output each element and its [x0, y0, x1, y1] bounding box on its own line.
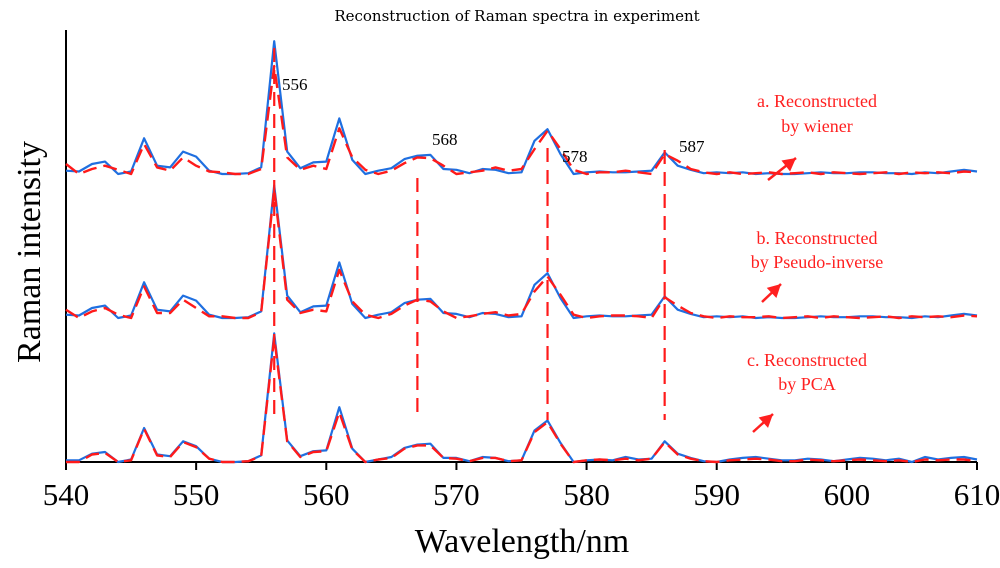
peak-lines: 556 568 578 587: [273, 48, 705, 420]
y-axis-label: Raman intensity: [11, 141, 48, 363]
arrow-head-icon: [758, 414, 773, 428]
annotations: a. Reconstructed by wiener b. Reconstructe…: [747, 91, 883, 433]
arrow-head-icon: [781, 158, 796, 172]
chart-title: Reconstruction of Raman spectra in exper…: [334, 7, 699, 25]
x-tick-label: 560: [303, 477, 350, 512]
peak-label-556: 556: [282, 75, 308, 94]
x-tick-label: 600: [824, 477, 871, 512]
series-group: [65, 40, 978, 464]
annotation-line1-a: a. Reconstructed: [757, 91, 877, 111]
reconstructed-line-c: [66, 336, 978, 464]
annotation-line2-b: by Pseudo-inverse: [751, 252, 883, 272]
x-tick-label: 550: [173, 477, 220, 512]
x-tick-label: 570: [433, 477, 480, 512]
annotation-line2-c: by PCA: [778, 374, 836, 394]
x-tick-label: 540: [43, 477, 90, 512]
reconstructed-line-a: [65, 64, 978, 176]
peak-label-568: 568: [432, 130, 458, 149]
x-tick-label: 590: [693, 477, 740, 512]
x-tick-label: 610: [954, 477, 1000, 512]
peak-label-578: 578: [562, 147, 588, 166]
annotation-line2-a: by wiener: [781, 116, 852, 136]
x-tick-label: 580: [563, 477, 610, 512]
reconstructed-line-b: [65, 188, 978, 320]
x-axis-label: Wavelength/nm: [415, 523, 629, 560]
annotation-line1-c: c. Reconstructed: [747, 350, 867, 370]
peak-label-587: 587: [679, 137, 705, 156]
arrow-head-icon: [766, 284, 781, 299]
annotation-line1-b: b. Reconstructed: [757, 228, 878, 248]
x-axis-ticks: 540 550 560 570 580 590 600 610: [43, 462, 1000, 512]
